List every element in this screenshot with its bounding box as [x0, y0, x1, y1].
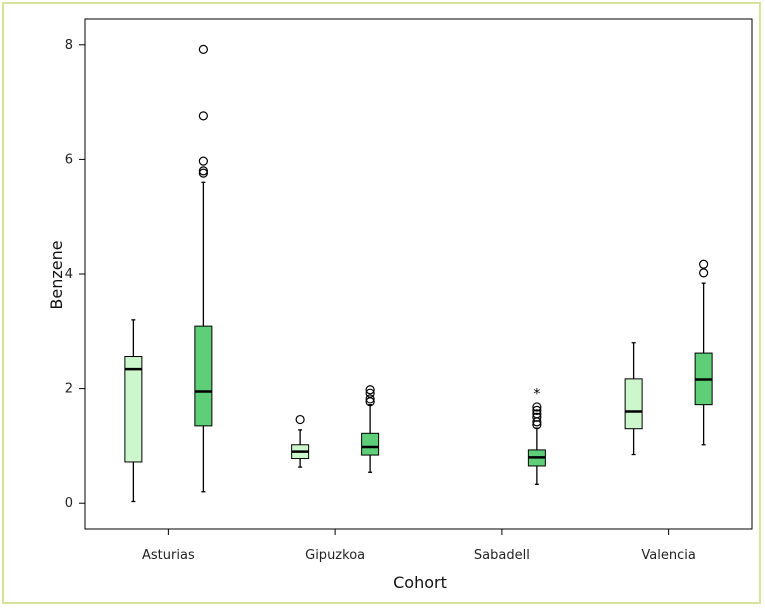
- outlier-point: [365, 394, 375, 404]
- plot-area: [84, 18, 753, 530]
- outlier-point: [699, 268, 709, 278]
- x-tick-label: Valencia: [641, 548, 695, 563]
- x-tick-label: Asturias: [142, 548, 195, 563]
- x-tick-label: Gipuzkoa: [305, 548, 365, 563]
- outlier-point: [699, 259, 709, 269]
- x-tick-label: Sabadell: [474, 548, 530, 563]
- outlier-point: [365, 385, 375, 395]
- extreme-point: *: [533, 387, 540, 403]
- outlier-point: [365, 388, 375, 398]
- outlier-point: [532, 412, 542, 422]
- outlier-point: [532, 409, 542, 419]
- outlier-point: [295, 414, 305, 425]
- y-tick-label: 4: [65, 267, 73, 282]
- box: [194, 325, 213, 427]
- y-tick-label: 0: [65, 496, 73, 511]
- outlier-point: [198, 44, 208, 54]
- y-tick-label: 2: [65, 382, 73, 397]
- outlier-point: [198, 111, 208, 121]
- box: [361, 432, 380, 456]
- outlier-point: [198, 166, 208, 176]
- plot-layer: 0 2 4 6 8 Asturias Gipuzkoa Sabadell Valencia *: [65, 18, 753, 563]
- outlier-point: [532, 405, 542, 415]
- box: [624, 378, 643, 430]
- y-tick-label: 8: [65, 38, 73, 53]
- box: [124, 356, 143, 463]
- y-tick-label: 6: [65, 152, 73, 167]
- outlier-point: [198, 168, 208, 178]
- x-axis-title: Cohort: [393, 573, 447, 592]
- outlier-point: [198, 156, 208, 166]
- outlier-point: [532, 402, 542, 412]
- y-axis-title: Benzene: [47, 240, 66, 309]
